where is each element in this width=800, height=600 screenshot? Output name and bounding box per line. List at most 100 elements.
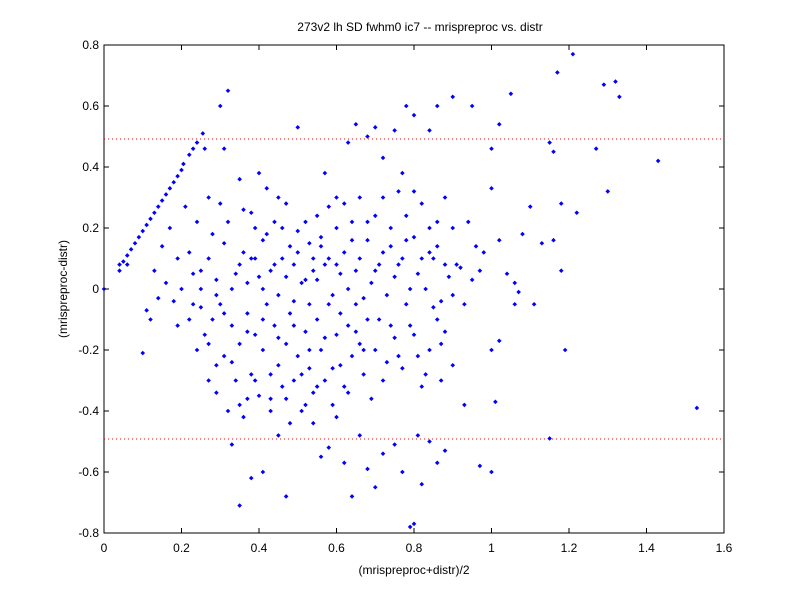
- data-point: [248, 372, 254, 377]
- data-point: [124, 253, 130, 258]
- data-point: [318, 347, 324, 353]
- data-point: [380, 155, 386, 161]
- data-point: [458, 265, 463, 270]
- data-point: [415, 271, 421, 277]
- data-point: [396, 353, 401, 359]
- data-point: [400, 256, 405, 261]
- reference-lines: [104, 138, 724, 440]
- data-point: [237, 503, 242, 508]
- data-point: [496, 237, 502, 243]
- data-point: [349, 494, 355, 499]
- data-point: [214, 277, 219, 283]
- axis-ticks: 0 0.2 0.4 0.6 0.8 1 1.2 1.4 1.6 0.8 0.6 0.4 0.2 0 -0.2…: [78, 38, 732, 555]
- data-point: [473, 244, 479, 249]
- data-point: [272, 219, 277, 225]
- data-point: [434, 244, 440, 249]
- data-point: [248, 210, 254, 216]
- data-point: [307, 366, 312, 371]
- data-point: [558, 201, 564, 206]
- data-point: [423, 372, 428, 377]
- data-point: [388, 323, 394, 328]
- data-point: [601, 82, 607, 87]
- data-point: [450, 292, 456, 298]
- data-point: [283, 201, 289, 206]
- x-tick-label: 0: [101, 541, 108, 555]
- data-point: [299, 408, 304, 414]
- data-point: [330, 292, 335, 298]
- data-point: [303, 277, 308, 283]
- data-point: [431, 256, 436, 261]
- data-point: [206, 341, 211, 347]
- data-point: [334, 262, 339, 267]
- data-point: [326, 204, 332, 209]
- data-point: [183, 204, 188, 209]
- data-point: [376, 262, 382, 267]
- data-point: [330, 366, 335, 371]
- data-point: [217, 103, 223, 109]
- data-point: [171, 179, 177, 185]
- data-point: [287, 244, 293, 249]
- data-point: [217, 301, 223, 307]
- data-point: [365, 317, 370, 322]
- data-point: [268, 408, 273, 414]
- data-point: [303, 219, 308, 225]
- data-point: [419, 384, 425, 389]
- data-point: [655, 158, 661, 164]
- data-point: [407, 286, 413, 292]
- data-point: [117, 268, 122, 273]
- data-point: [256, 170, 262, 176]
- data-point: [272, 323, 277, 328]
- data-point: [357, 195, 363, 200]
- y-tick-label: -0.6: [78, 465, 99, 479]
- data-point: [206, 378, 211, 383]
- data-point: [241, 414, 246, 420]
- data-point: [353, 122, 359, 127]
- data-point: [186, 317, 192, 322]
- data-point: [388, 244, 394, 249]
- data-point: [318, 244, 324, 249]
- data-point: [155, 295, 161, 301]
- data-point: [210, 317, 215, 322]
- data-point: [384, 292, 390, 298]
- data-point: [260, 286, 266, 292]
- data-point: [279, 225, 285, 231]
- data-point: [384, 359, 390, 365]
- data-point: [512, 301, 518, 307]
- data-point: [338, 362, 343, 368]
- data-point: [613, 79, 618, 84]
- data-point: [694, 405, 700, 411]
- data-point: [481, 250, 487, 255]
- data-point: [268, 268, 273, 273]
- data-point: [194, 347, 200, 353]
- data-point: [338, 271, 343, 277]
- data-point: [361, 347, 366, 353]
- data-point: [450, 225, 456, 231]
- data-point: [291, 323, 297, 328]
- data-point: [349, 237, 355, 243]
- data-point: [237, 341, 242, 347]
- data-point: [617, 94, 622, 100]
- data-point: [407, 323, 413, 328]
- data-point: [372, 347, 378, 353]
- data-point: [198, 268, 204, 273]
- data-point: [527, 204, 533, 209]
- data-point: [241, 207, 246, 212]
- data-point: [163, 192, 169, 197]
- y-tick-label: -0.2: [78, 343, 99, 357]
- data-point: [477, 463, 483, 469]
- data-point: [128, 247, 134, 252]
- data-point: [434, 103, 440, 109]
- data-point: [245, 329, 250, 334]
- data-point: [167, 186, 173, 191]
- data-point: [202, 332, 208, 338]
- data-point: [415, 353, 421, 359]
- data-point: [132, 240, 138, 246]
- y-tick-label: 0.6: [82, 99, 99, 113]
- data-point: [493, 399, 498, 405]
- data-point: [372, 268, 378, 273]
- data-point: [516, 289, 521, 295]
- data-point: [194, 140, 200, 145]
- data-point: [272, 262, 277, 267]
- data-point: [221, 311, 227, 316]
- data-point: [334, 195, 339, 200]
